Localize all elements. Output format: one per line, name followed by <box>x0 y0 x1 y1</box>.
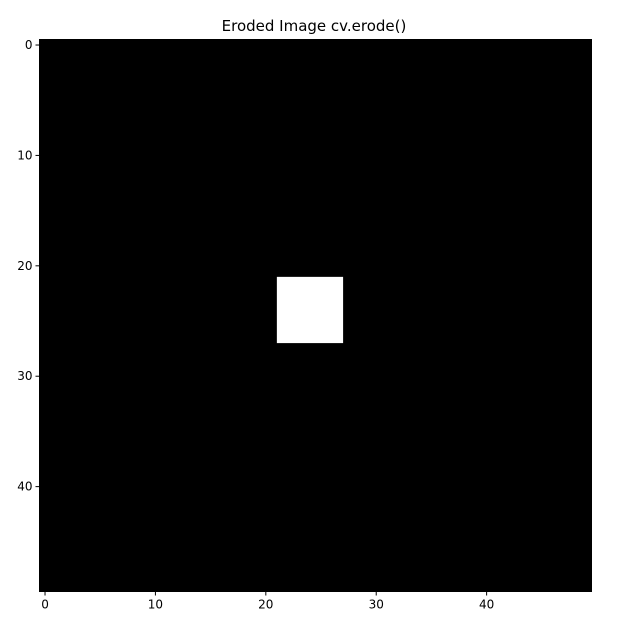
y-tick-label: 20 <box>17 259 32 273</box>
image-plot-area <box>39 39 592 592</box>
x-tick-label: 40 <box>479 598 494 612</box>
y-tick-label: 10 <box>17 148 32 162</box>
white-square <box>276 276 344 344</box>
chart-title: Eroded Image cv.erode() <box>222 17 407 35</box>
x-axis: 0 10 20 30 40 <box>41 591 494 612</box>
y-tick-label: 30 <box>17 369 32 383</box>
x-tick-label: 20 <box>258 598 273 612</box>
axes-frame <box>39 39 592 592</box>
y-tick-label: 0 <box>25 38 33 52</box>
y-axis: 0 10 20 30 40 <box>17 38 40 494</box>
x-tick-label: 10 <box>148 598 163 612</box>
x-tick-label: 0 <box>41 598 49 612</box>
y-tick-label: 40 <box>17 480 32 494</box>
x-tick-label: 30 <box>369 598 384 612</box>
